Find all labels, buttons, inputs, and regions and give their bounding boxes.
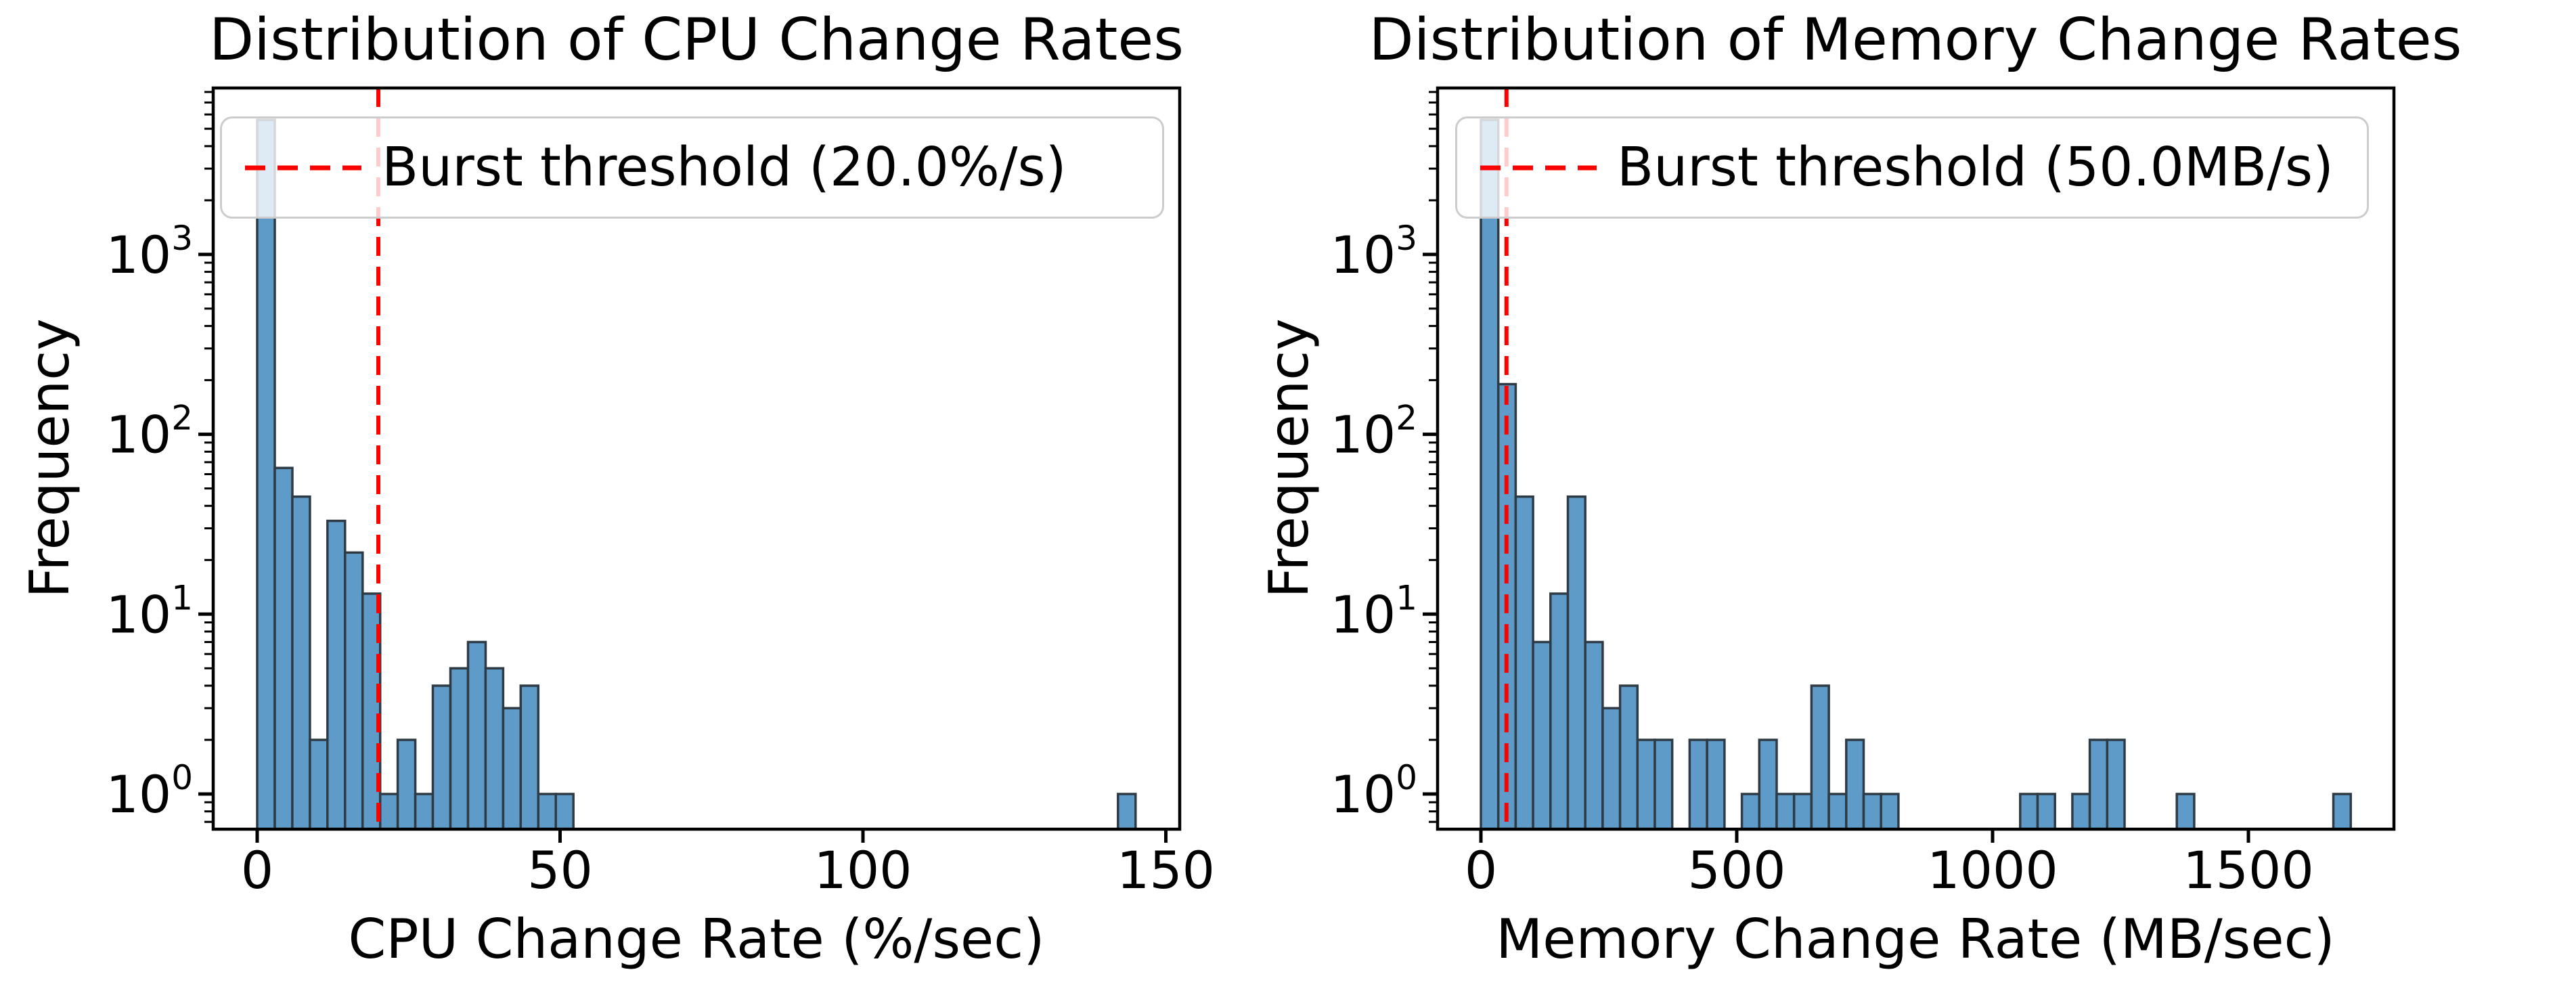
y-axis-ticks: 100 101 102 103 <box>1330 219 1438 824</box>
histogram-bar <box>554 793 575 831</box>
y-tick-label: 100 <box>106 758 193 824</box>
histogram-bar <box>1862 793 1882 831</box>
histogram-bars <box>256 118 1137 831</box>
cpu-histogram: 0 50 100 150 100 101 102 103 <box>106 86 1215 900</box>
histogram-bar <box>1810 684 1830 831</box>
histogram-bar <box>1584 640 1604 831</box>
axes-spines <box>211 86 1182 831</box>
memory-legend-label: Burst threshold (50.0MB/s) <box>1617 136 2334 198</box>
histogram-bar <box>2019 793 2039 831</box>
histogram-bar <box>309 738 329 831</box>
histogram-bar <box>466 640 487 831</box>
y-tick-label: 100 <box>1330 758 1417 824</box>
x-axis-ticks: 0 500 1000 1500 <box>1465 829 2314 900</box>
histogram-bar <box>396 738 417 831</box>
x-tick-label: 1000 <box>1927 840 2058 900</box>
y-tick-label: 102 <box>106 399 193 465</box>
memory-y-axis-label: Frequency <box>1258 318 1320 598</box>
histogram-bar <box>378 793 399 831</box>
histogram-bar <box>1618 684 1639 831</box>
y-tick-label: 103 <box>1330 219 1417 285</box>
y-tick-label: 102 <box>1330 399 1417 465</box>
cpu-y-axis-label: Frequency <box>18 318 81 598</box>
histogram-bar <box>1758 738 1778 831</box>
cpu-legend-label: Burst threshold (20.0%/s) <box>382 136 1067 198</box>
histogram-bar <box>1792 793 1813 831</box>
histogram-bar <box>519 684 540 831</box>
histogram-bar <box>1514 495 1534 831</box>
memory-histogram: 0 500 1000 1500 100 101 102 103 <box>1330 86 2396 900</box>
histogram-bar <box>1706 738 1726 831</box>
histogram-bar <box>414 793 435 831</box>
memory-x-axis-label: Memory Change Rate (MB/sec) <box>1496 908 2335 971</box>
histogram-bar <box>2088 738 2109 831</box>
x-axis-ticks: 0 50 100 150 <box>241 829 1215 900</box>
x-tick-label: 1500 <box>2183 840 2313 900</box>
histogram-bar <box>1601 707 1622 831</box>
histogram-bar <box>1653 738 1674 831</box>
histogram-bar <box>1740 793 1761 831</box>
x-tick-label: 50 <box>527 840 593 900</box>
histogram-bar <box>1532 640 1552 831</box>
threshold-dash-icon <box>1480 165 1597 170</box>
histogram-bar <box>273 466 294 831</box>
histogram-bar <box>502 707 523 831</box>
histogram-bar <box>484 667 505 831</box>
histogram-bar <box>1117 793 1137 831</box>
memory-chart-title: Distribution of Memory Change Rates <box>1369 6 2462 74</box>
histogram-bar <box>1480 118 1500 831</box>
histogram-bar <box>2175 793 2196 831</box>
y-axis-minor-ticks <box>1429 91 1438 823</box>
histogram-bar <box>1827 793 1848 831</box>
histogram-bar <box>2036 793 2056 831</box>
histogram-bar <box>1880 793 1900 831</box>
histogram-bar <box>537 793 558 831</box>
histogram-bar <box>1636 738 1656 831</box>
histogram-bar <box>2071 793 2091 831</box>
x-tick-label: 0 <box>1465 840 1497 900</box>
axes-spines <box>1436 86 2396 831</box>
histogram-bar <box>344 551 364 831</box>
histogram-bar <box>1845 738 1865 831</box>
histogram-bar <box>1688 738 1708 831</box>
threshold-dash-icon <box>245 165 361 170</box>
histogram-bar <box>1775 793 1796 831</box>
x-tick-label: 100 <box>814 840 912 900</box>
histogram-bar <box>1566 495 1586 831</box>
y-tick-label: 103 <box>106 219 193 285</box>
y-tick-label: 101 <box>1330 578 1417 644</box>
y-axis-minor-ticks <box>204 91 213 823</box>
histogram-bar <box>326 519 347 831</box>
memory-legend: Burst threshold (50.0MB/s) <box>1455 116 2369 219</box>
histogram-bar <box>2106 738 2126 831</box>
cpu-x-axis-label: CPU Change Rate (%/sec) <box>348 908 1045 971</box>
histogram-bar <box>1549 592 1570 831</box>
histogram-bar <box>431 684 452 831</box>
histogram-bars <box>1480 118 2352 831</box>
y-axis-ticks: 100 101 102 103 <box>106 219 213 824</box>
x-tick-label: 0 <box>241 840 273 900</box>
histogram-bar <box>256 118 276 831</box>
y-tick-label: 101 <box>106 578 193 644</box>
cpu-chart-title: Distribution of CPU Change Rates <box>208 6 1184 74</box>
x-tick-label: 150 <box>1117 840 1215 900</box>
histogram-bar <box>2332 793 2352 831</box>
histogram-bar <box>291 495 311 831</box>
cpu-legend: Burst threshold (20.0%/s) <box>220 116 1164 219</box>
x-tick-label: 500 <box>1687 840 1785 900</box>
histogram-bar <box>449 667 470 831</box>
